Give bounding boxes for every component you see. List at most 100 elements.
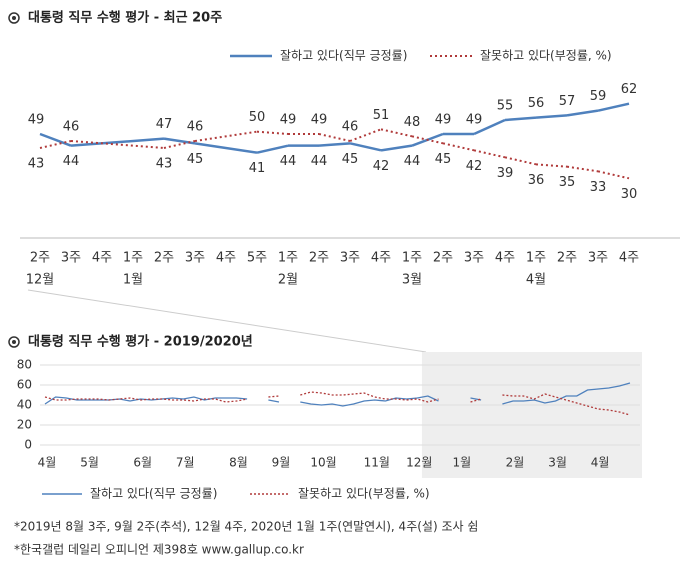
line-segment (597, 102, 630, 112)
x-tick-label: 3주 (340, 251, 360, 266)
data-label: 44 (311, 154, 328, 169)
line (44, 391, 631, 416)
data-label: 59 (590, 89, 607, 104)
data-label: 55 (497, 99, 514, 114)
x-tick-label: 8월 (229, 456, 248, 470)
data-label: 42 (373, 159, 390, 174)
line-segment (39, 132, 72, 147)
chart-title: 대통령 직무 수행 평가 - 최근 20주 (28, 10, 222, 26)
x-tick-label: 2주 (154, 251, 174, 266)
data-label: 49 (280, 113, 297, 128)
line-segment (473, 149, 506, 159)
x-tick-label: 2주 (433, 251, 453, 266)
x-tick-label: 4주 (92, 251, 112, 266)
note: *2019년 8월 3주, 9월 2주(추석), 12월 4주, 2020년 1… (14, 520, 478, 534)
line-segment (318, 142, 351, 147)
data-label: 43 (28, 157, 45, 172)
x-tick-label: 3주 (61, 251, 81, 266)
line-segment (380, 144, 413, 152)
line-segment (163, 140, 196, 149)
icon (8, 12, 20, 24)
data-label: 46 (63, 120, 80, 135)
data-label: 62 (621, 82, 638, 97)
line-segment (597, 170, 630, 180)
data-label: 36 (528, 173, 545, 188)
data-label: 46 (342, 120, 359, 135)
x-tick-label: 1주 (278, 251, 298, 266)
line-segment (349, 142, 382, 152)
y-tick-label: 20 (17, 418, 32, 432)
data-label: 35 (559, 175, 576, 190)
x-tick-label: 11월 (364, 456, 390, 470)
data-label: 56 (528, 96, 545, 111)
chart-title: 대통령 직무 수행 평가 - 2019/2020년 (28, 334, 253, 350)
x-tick-label: 6월 (133, 456, 152, 470)
x-group-label: 12월 (26, 273, 55, 288)
line-segment (380, 128, 413, 138)
x-tick-label: 4주 (619, 251, 639, 266)
data-label: 43 (156, 157, 173, 172)
x-group-label: 2월 (278, 273, 298, 288)
x-tick-label: 4월 (38, 456, 57, 470)
x-tick-label: 4주 (216, 251, 236, 266)
x-tick-label: 9월 (272, 456, 291, 470)
line-segment (535, 114, 568, 119)
data-label: 44 (280, 154, 297, 169)
line-segment (39, 140, 72, 149)
line-segment (442, 142, 475, 152)
x-tick-label: 5주 (247, 251, 267, 266)
highlight-region (421, 352, 642, 478)
data-label: 44 (404, 154, 421, 169)
data-label: 44 (63, 154, 80, 169)
x-tick-label: 1주 (526, 251, 546, 266)
data-label: 45 (342, 152, 359, 167)
line-segment (566, 165, 599, 173)
data-label: 39 (497, 166, 514, 181)
icon (8, 336, 20, 348)
x-tick-label: 2주 (30, 251, 50, 266)
x-group-label: 3월 (402, 273, 422, 288)
x-tick-label: 3월 (548, 456, 567, 470)
x-tick-label: 2주 (557, 251, 577, 266)
x-tick-label: 2주 (309, 251, 329, 266)
x-group-label: 4월 (526, 273, 546, 288)
y-tick-label: 0 (24, 438, 32, 452)
line-segment (349, 128, 382, 142)
icon (12, 340, 16, 344)
y-tick-label: 80 (17, 358, 32, 372)
y-tick-label: 40 (17, 398, 32, 412)
line-segment (504, 156, 537, 166)
y-tick-label: 60 (17, 378, 32, 392)
data-label: 48 (404, 115, 421, 130)
line-segment (411, 135, 444, 145)
x-tick-label: 12월 (406, 456, 432, 470)
line-segment (256, 130, 289, 135)
data-label: 46 (187, 120, 204, 135)
x-tick-label: 1주 (402, 251, 422, 266)
x-tick-label: 3주 (464, 251, 484, 266)
line-segment (70, 140, 165, 149)
line-segment (504, 116, 537, 122)
x-tick-label: 7월 (176, 456, 195, 470)
data-label: 30 (621, 187, 638, 202)
note: *한국갤럽 데일리 오피니언 제398호 www.gallup.co.kr (14, 543, 304, 557)
data-label: 49 (28, 113, 45, 128)
data-label: 49 (435, 113, 452, 128)
line-segment (70, 137, 165, 147)
x-tick-label: 3주 (588, 251, 608, 266)
line-segment (566, 109, 599, 117)
icon (12, 16, 16, 20)
x-tick-label: 4주 (495, 251, 515, 266)
line-segment (256, 144, 289, 154)
x-tick-label: 2월 (506, 456, 525, 470)
x-tick-label: 4주 (371, 251, 391, 266)
data-label: 50 (249, 110, 266, 125)
x-tick-label: 1주 (123, 251, 143, 266)
data-label: 57 (559, 94, 576, 109)
line-segment (318, 133, 351, 142)
data-label: 45 (187, 152, 204, 167)
x-tick-label: 1월 (452, 456, 471, 470)
line-segment (535, 163, 568, 168)
